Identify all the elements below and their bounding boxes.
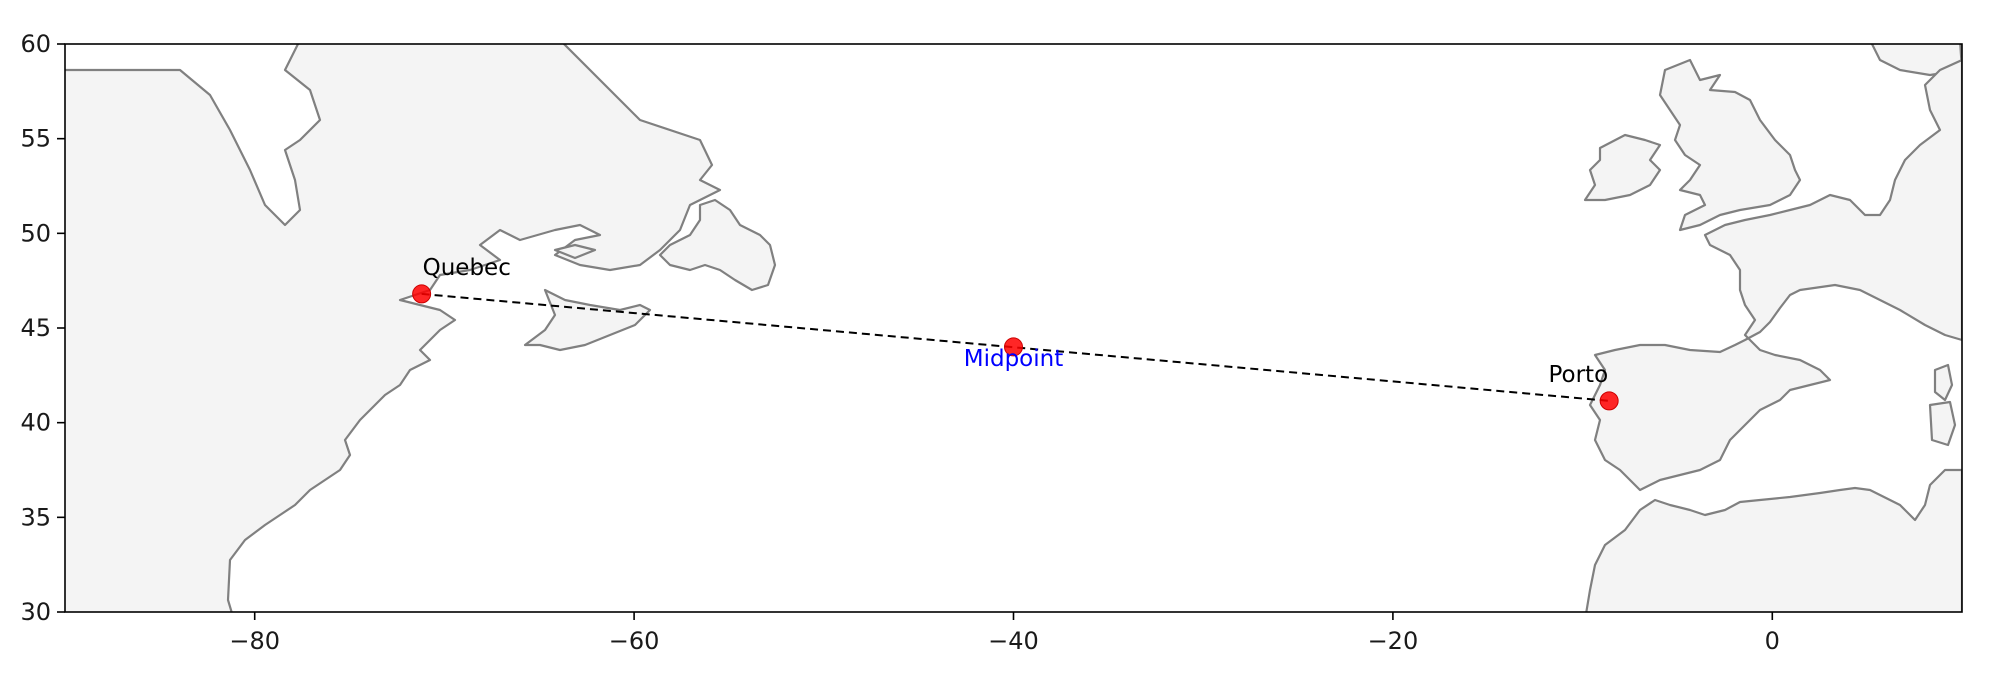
pei-land: [553, 243, 597, 260]
porto-marker: [1599, 391, 1619, 411]
midpoint-marker: [1004, 337, 1023, 357]
europe-land: [1588, 58, 1962, 492]
points-layer: [412, 284, 1619, 411]
y-axis: 30 35 40 45 50 55 60: [20, 30, 65, 626]
y-tick-label: 55: [20, 125, 51, 153]
porto-label: Porto: [1548, 362, 1608, 388]
great-britain-land: [1658, 58, 1802, 232]
x-axis: −80 −60 −40 −20 0: [229, 612, 1780, 655]
x-tick-label: 0: [1765, 627, 1780, 655]
y-tick-label: 60: [20, 30, 51, 58]
x-tick-label: −80: [229, 627, 280, 655]
northern-island-land: [1870, 44, 1962, 77]
x-tick-label: −20: [1368, 627, 1419, 655]
x-tick-label: −60: [609, 627, 660, 655]
route-layer: [421, 292, 1610, 402]
land-layer: [65, 44, 1962, 612]
quebec-marker: [412, 284, 432, 304]
y-tick-label: 40: [20, 409, 51, 437]
sardinia-land: [1928, 400, 1957, 447]
nova-scotia-land: [523, 288, 652, 352]
midpoint-label: Midpoint: [964, 346, 1064, 372]
y-tick-label: 35: [20, 503, 51, 531]
y-tick-label: 50: [20, 219, 51, 247]
quebec-label: Quebec: [423, 255, 511, 281]
route-line: [421, 292, 1610, 402]
africa-land: [1585, 468, 1962, 612]
north-america-land: [65, 44, 722, 612]
x-tick-label: −40: [988, 627, 1039, 655]
ireland-land: [1583, 133, 1662, 202]
corsica-land: [1933, 363, 1954, 402]
y-tick-label: 30: [20, 598, 51, 626]
labels-layer: Quebec Midpoint Porto: [423, 255, 1609, 388]
y-tick-label: 45: [20, 314, 51, 342]
newfoundland-land: [658, 198, 777, 292]
